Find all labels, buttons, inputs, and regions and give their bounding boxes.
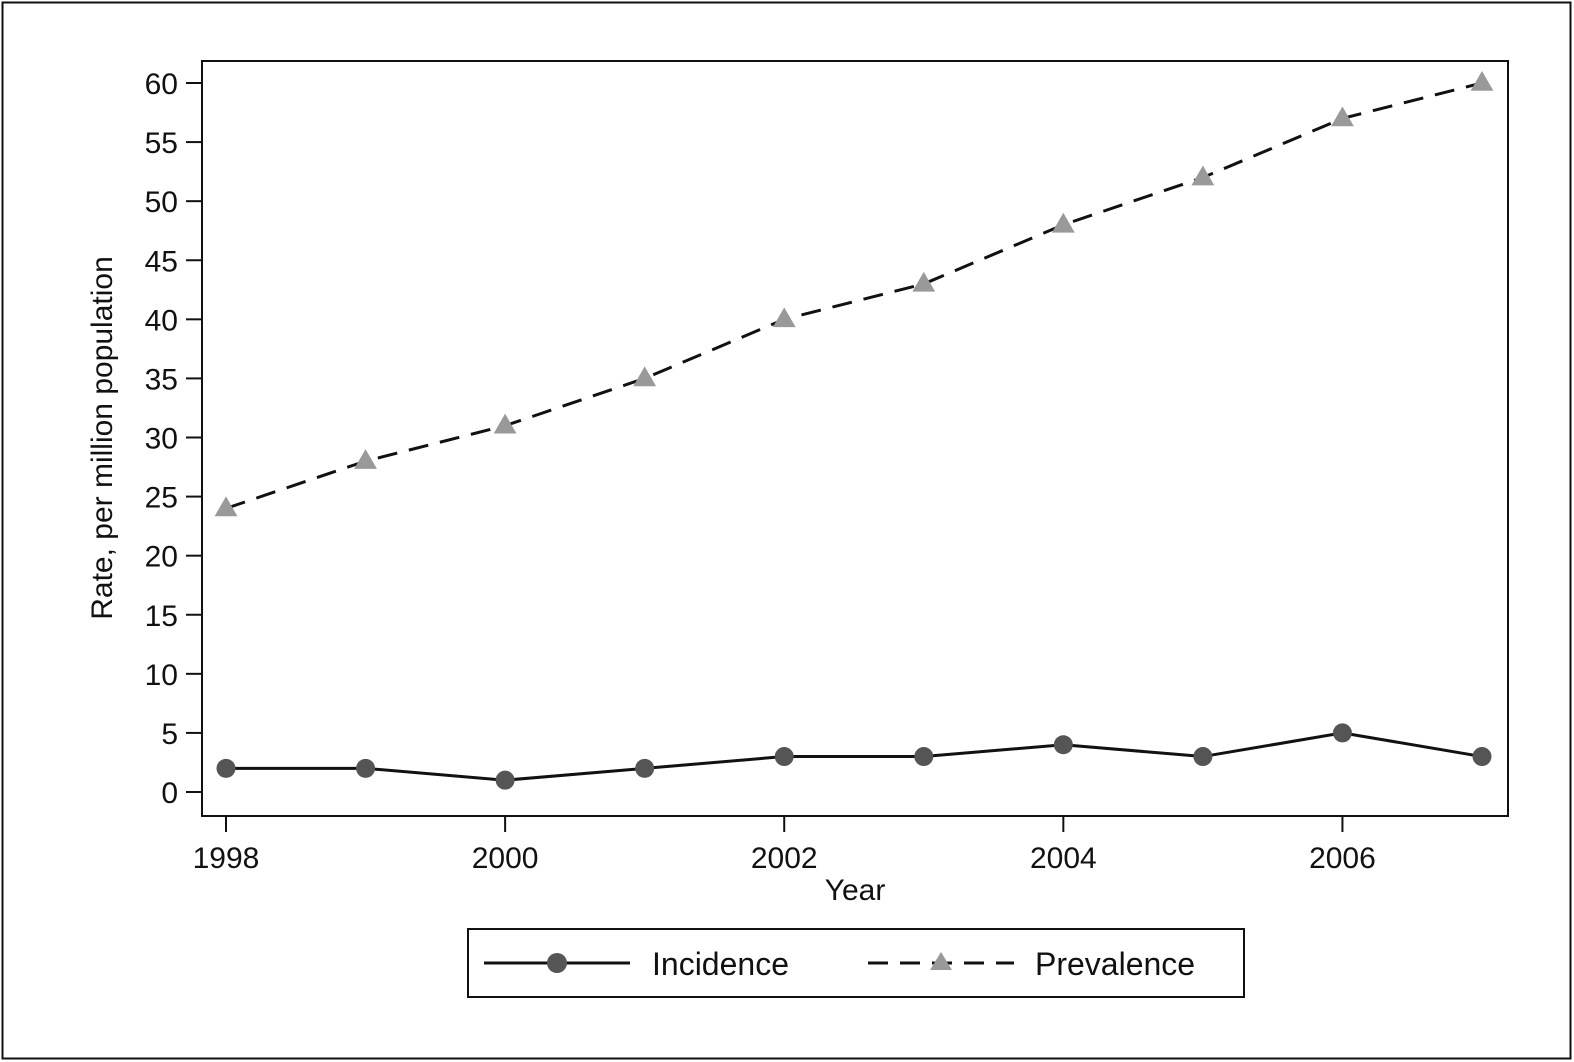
x-tick-label: 2006 bbox=[1309, 842, 1376, 875]
data-point-incidence bbox=[1193, 747, 1213, 767]
legend-prevalence-marker bbox=[930, 952, 952, 970]
legend-box bbox=[467, 928, 1245, 998]
x-tick-label: 2004 bbox=[1030, 842, 1097, 875]
x-axis: 1998 2000 2002 2004 2006 bbox=[193, 816, 1376, 875]
data-point-prevalence bbox=[354, 449, 377, 469]
y-axis: 0 5 10 15 20 25 30 35 40 45 50 55 60 bbox=[145, 68, 202, 810]
y-tick-label: 30 bbox=[145, 423, 178, 456]
data-point-incidence bbox=[1053, 735, 1073, 755]
data-point-prevalence bbox=[1470, 71, 1494, 91]
series-layer bbox=[214, 71, 1494, 790]
y-tick-label: 40 bbox=[145, 304, 178, 337]
x-axis-title: Year bbox=[825, 874, 886, 907]
series-line-incidence bbox=[226, 731, 1483, 782]
data-point-prevalence bbox=[493, 413, 517, 434]
data-point-prevalence bbox=[1331, 106, 1354, 127]
data-point-prevalence bbox=[772, 307, 796, 328]
data-point-prevalence bbox=[214, 496, 238, 517]
data-point-incidence bbox=[1332, 723, 1352, 743]
x-tick-label: 1998 bbox=[193, 842, 260, 875]
data-point-incidence bbox=[914, 747, 934, 767]
data-point-incidence bbox=[356, 758, 376, 778]
y-tick-label: 60 bbox=[145, 68, 178, 101]
y-tick-label: 20 bbox=[145, 541, 178, 574]
y-axis-title: Rate, per million population bbox=[86, 256, 119, 620]
legend-incidence-label: Incidence bbox=[652, 946, 789, 982]
y-tick-label: 35 bbox=[145, 363, 178, 396]
data-point-prevalence bbox=[633, 366, 657, 387]
series-incidence bbox=[216, 723, 1492, 790]
y-tick-label: 10 bbox=[145, 659, 178, 692]
y-tick-label: 0 bbox=[161, 777, 178, 810]
legend-prevalence-label: Prevalence bbox=[1035, 946, 1195, 982]
y-tick-label: 5 bbox=[161, 718, 178, 751]
data-point-incidence bbox=[635, 758, 655, 778]
y-tick-label: 45 bbox=[145, 245, 178, 278]
y-tick-label: 55 bbox=[145, 127, 178, 160]
plot-area bbox=[201, 60, 1509, 817]
legend: Incidence Prevalence bbox=[467, 928, 1245, 998]
data-point-prevalence bbox=[912, 271, 936, 292]
series-prevalence bbox=[214, 71, 1494, 517]
data-point-incidence bbox=[495, 770, 515, 790]
x-tick-label: 2002 bbox=[751, 842, 818, 875]
data-point-incidence bbox=[774, 747, 794, 767]
legend-incidence-marker bbox=[547, 953, 567, 973]
data-point-incidence bbox=[216, 758, 236, 778]
x-tick-label: 2000 bbox=[472, 842, 539, 875]
y-tick-label: 25 bbox=[145, 482, 178, 515]
y-tick-label: 15 bbox=[145, 600, 178, 633]
data-point-incidence bbox=[1472, 747, 1492, 767]
y-tick-label: 50 bbox=[145, 186, 178, 219]
data-point-prevalence bbox=[1191, 165, 1215, 186]
data-point-prevalence bbox=[1051, 212, 1075, 233]
